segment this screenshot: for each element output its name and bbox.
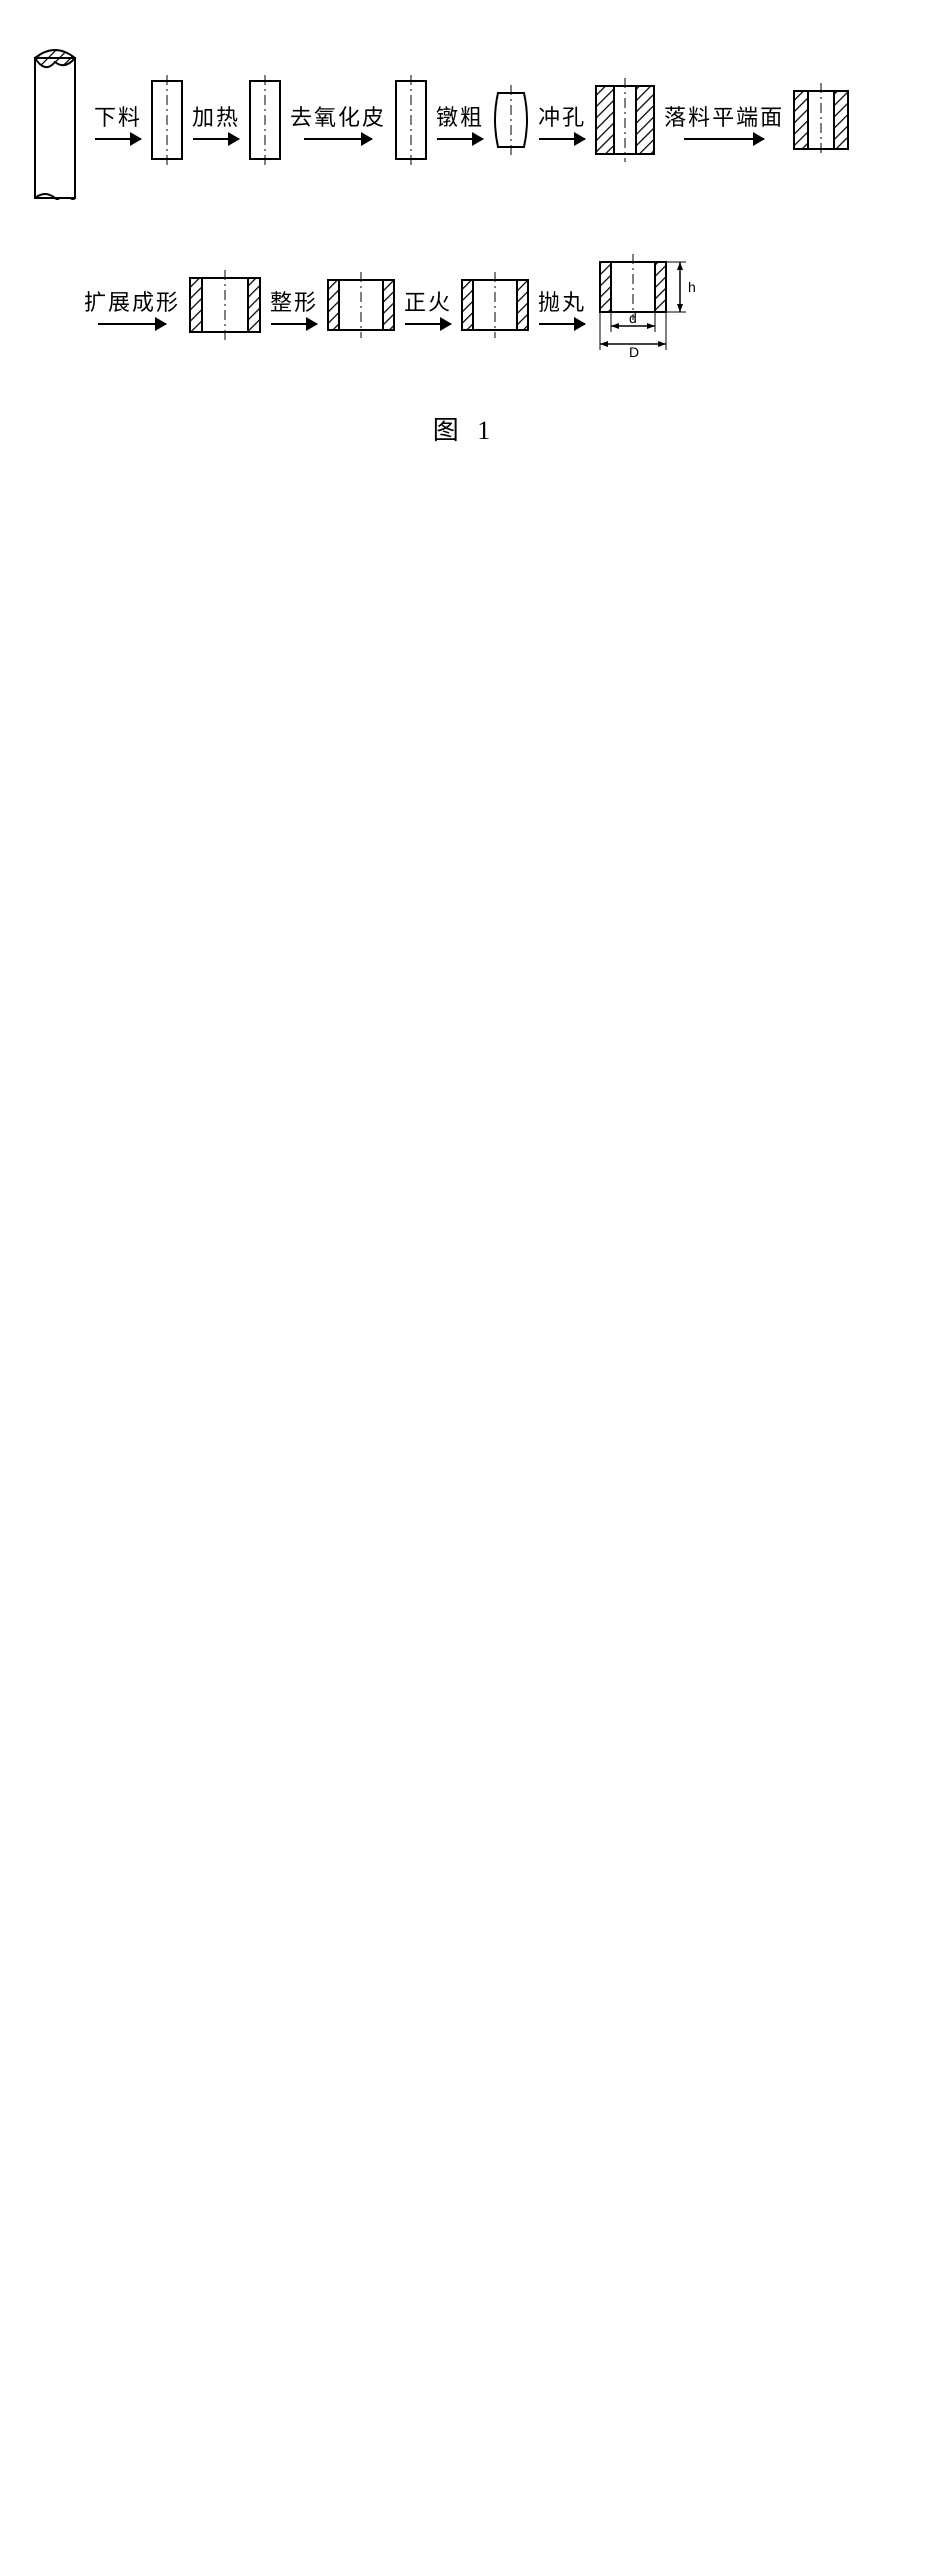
shape-trimmed (788, 83, 854, 157)
dim-D-outer: D (629, 344, 639, 360)
arrow-icon (98, 323, 166, 325)
label-descale: 去氧化皮 (290, 100, 386, 132)
step-pierced (590, 78, 660, 162)
label-upset: 镦粗 (436, 100, 484, 132)
dim-d: d (629, 310, 637, 326)
arrow-trim: 落料平端面 (664, 100, 784, 140)
step-raw-bar (20, 40, 90, 200)
shape-expanded (184, 270, 266, 340)
step-shaped (322, 272, 400, 338)
arrow-icon (271, 323, 317, 325)
shape-upset (488, 85, 534, 155)
label-expand: 扩展成形 (84, 285, 180, 317)
arrow-blanking: 下料 (94, 100, 142, 140)
step-descaled (390, 75, 432, 165)
arrow-shotblast: 抛丸 (538, 285, 586, 325)
arrow-heating: 加热 (192, 100, 240, 140)
arrow-icon (193, 138, 239, 140)
arrow-icon (539, 323, 585, 325)
step-upset (488, 85, 534, 155)
arrow-icon (405, 323, 451, 325)
arrow-upset: 镦粗 (436, 100, 484, 140)
shape-heated (244, 75, 286, 165)
arrow-icon (684, 138, 764, 140)
step-normalized (456, 272, 534, 338)
arrow-icon (539, 138, 585, 140)
label-heating: 加热 (192, 100, 240, 132)
arrow-normalize: 正火 (404, 285, 452, 325)
figure-caption: 图 1 (20, 410, 909, 447)
shape-normalized (456, 272, 534, 338)
step-final: h d D (590, 250, 720, 360)
label-shotblast: 抛丸 (538, 285, 586, 317)
arrow-icon (437, 138, 483, 140)
label-normalize: 正火 (404, 285, 452, 317)
shape-pierced (590, 78, 660, 162)
step-trimmed (788, 83, 854, 157)
arrow-icon (304, 138, 372, 140)
step-expanded (184, 270, 266, 340)
label-pierce: 冲孔 (538, 100, 586, 132)
row-1: 下料 加热 去氧化皮 (20, 40, 909, 200)
arrow-pierce: 冲孔 (538, 100, 586, 140)
shape-blank (146, 75, 188, 165)
label-trim: 落料平端面 (664, 100, 784, 132)
shape-descaled (390, 75, 432, 165)
arrow-icon (95, 138, 141, 140)
shape-raw-bar (20, 40, 90, 200)
arrow-expand: 扩展成形 (84, 285, 180, 325)
row-2: 扩展成形 整形 正火 (80, 250, 909, 360)
arrow-shape: 整形 (270, 285, 318, 325)
dim-h: h (688, 279, 696, 295)
label-shape: 整形 (270, 285, 318, 317)
step-blank (146, 75, 188, 165)
shape-final: h d D (590, 250, 720, 360)
shape-shaped (322, 272, 400, 338)
label-blanking: 下料 (94, 100, 142, 132)
step-heated (244, 75, 286, 165)
process-flow-diagram: 下料 加热 去氧化皮 (20, 40, 909, 447)
arrow-descale: 去氧化皮 (290, 100, 386, 140)
